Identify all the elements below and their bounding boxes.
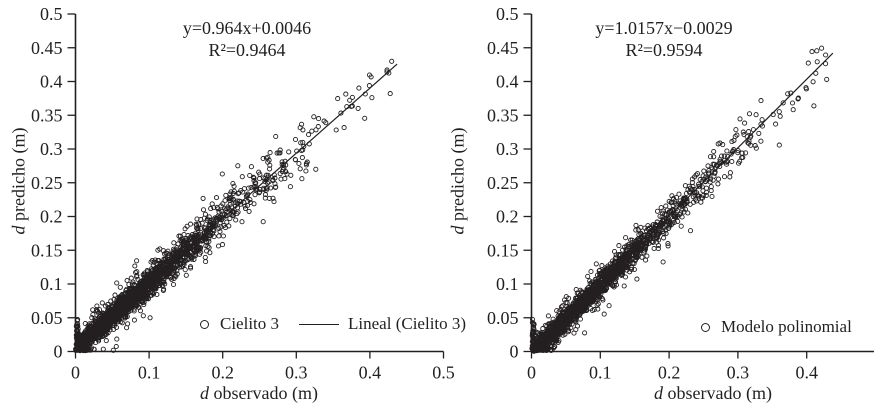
- y-tick-label: 0.2: [496, 207, 519, 227]
- x-tick-label: 0.3: [727, 363, 750, 383]
- y-tick-label: 0.05: [31, 308, 63, 328]
- left-equation-block: y=0.964x+0.0046 R²=0.9464: [131, 17, 363, 61]
- x-tick-label: 0.4: [359, 363, 382, 383]
- right-equation: y=1.0157x−0.0029: [595, 18, 733, 38]
- left-y-axis-label: d predicho (m): [9, 128, 30, 235]
- y-tick-label: 0.2: [40, 207, 63, 227]
- left-x-axis-label-symbol: d: [200, 383, 210, 403]
- left-x-axis-label-text: observado (m): [209, 383, 318, 403]
- left-scatter-points: [73, 58, 395, 354]
- y-tick-label: 0.25: [31, 173, 63, 193]
- y-tick-label: 0: [510, 342, 519, 362]
- left-y-axis-label-symbol: d: [8, 225, 29, 235]
- left-r-squared: R²=0.9464: [208, 40, 286, 60]
- open-circle-marker-icon: [200, 319, 209, 329]
- left-x-axis-label: d observado (m): [149, 383, 369, 404]
- y-tick-label: 0.25: [487, 173, 519, 193]
- y-tick-label: 0.35: [487, 105, 519, 125]
- x-tick-label: 0: [71, 363, 80, 383]
- left-legend: Cielito 3 Lineal (Cielito 3): [200, 314, 466, 334]
- left-y-axis-label-text: predicho (m): [8, 127, 29, 226]
- y-tick-label: 0.3: [40, 139, 63, 159]
- legend-label-polinomial: Modelo polinomial: [721, 317, 852, 336]
- y-tick-label: 0.5: [40, 4, 63, 24]
- x-tick-label: 0.2: [211, 363, 234, 383]
- y-tick-label: 0.1: [40, 274, 63, 294]
- right-legend: Modelo polinomial: [701, 317, 852, 337]
- right-x-axis-label-symbol: d: [654, 383, 664, 403]
- right-equation-block: y=1.0157x−0.0029 R²=0.9594: [548, 17, 780, 61]
- right-trendline: [536, 52, 834, 349]
- trendline-marker-icon: [299, 323, 340, 325]
- x-tick-label: 0: [527, 363, 536, 383]
- right-y-axis-label: d predicho (m): [448, 128, 469, 235]
- x-tick-label: 0.2: [658, 363, 681, 383]
- left-trendline: [78, 63, 398, 346]
- legend-label-cielito: Cielito 3: [220, 314, 280, 333]
- left-panel-axes: 0 0.1 0.2 0.3 0.4 0.5 0 0.05 0.1 0.15 0.2 0.25 0.3 0.…: [31, 4, 455, 383]
- legend-label-lineal: Lineal (Cielito 3): [348, 314, 467, 333]
- y-tick-label: 0.1: [496, 274, 519, 294]
- x-tick-label: 0.5: [432, 363, 455, 383]
- y-tick-label: 0.4: [40, 72, 63, 92]
- y-tick-label: 0.5: [496, 4, 519, 24]
- right-y-axis-label-text: predicho (m): [447, 127, 468, 226]
- right-x-axis-label-text: observado (m): [663, 383, 772, 403]
- right-scatter-points: [529, 45, 830, 354]
- x-tick-label: 0.4: [795, 363, 818, 383]
- y-tick-label: 0.05: [487, 308, 519, 328]
- y-tick-label: 0.45: [31, 38, 63, 58]
- y-tick-label: 0.4: [496, 72, 519, 92]
- right-r-squared: R²=0.9594: [625, 40, 703, 60]
- y-tick-label: 0.45: [487, 38, 519, 58]
- y-tick-label: 0.15: [487, 240, 519, 260]
- left-equation: y=0.964x+0.0046: [182, 18, 312, 38]
- y-tick-label: 0.35: [31, 105, 63, 125]
- x-tick-label: 0.3: [285, 363, 308, 383]
- y-tick-label: 0: [54, 342, 63, 362]
- x-tick-label: 0.1: [589, 363, 612, 383]
- right-y-axis-label-symbol: d: [447, 225, 468, 235]
- open-circle-marker-icon: [701, 322, 710, 332]
- x-tick-label: 0.1: [138, 363, 161, 383]
- y-tick-label: 0.15: [31, 240, 63, 260]
- right-x-axis-label: d observado (m): [603, 383, 823, 404]
- right-panel-axes: 0 0.1 0.2 0.3 0.4 0 0.05 0.1 0.15 0.2 0.25 0.3 0.35 0…: [487, 4, 874, 383]
- y-tick-label: 0.3: [496, 139, 519, 159]
